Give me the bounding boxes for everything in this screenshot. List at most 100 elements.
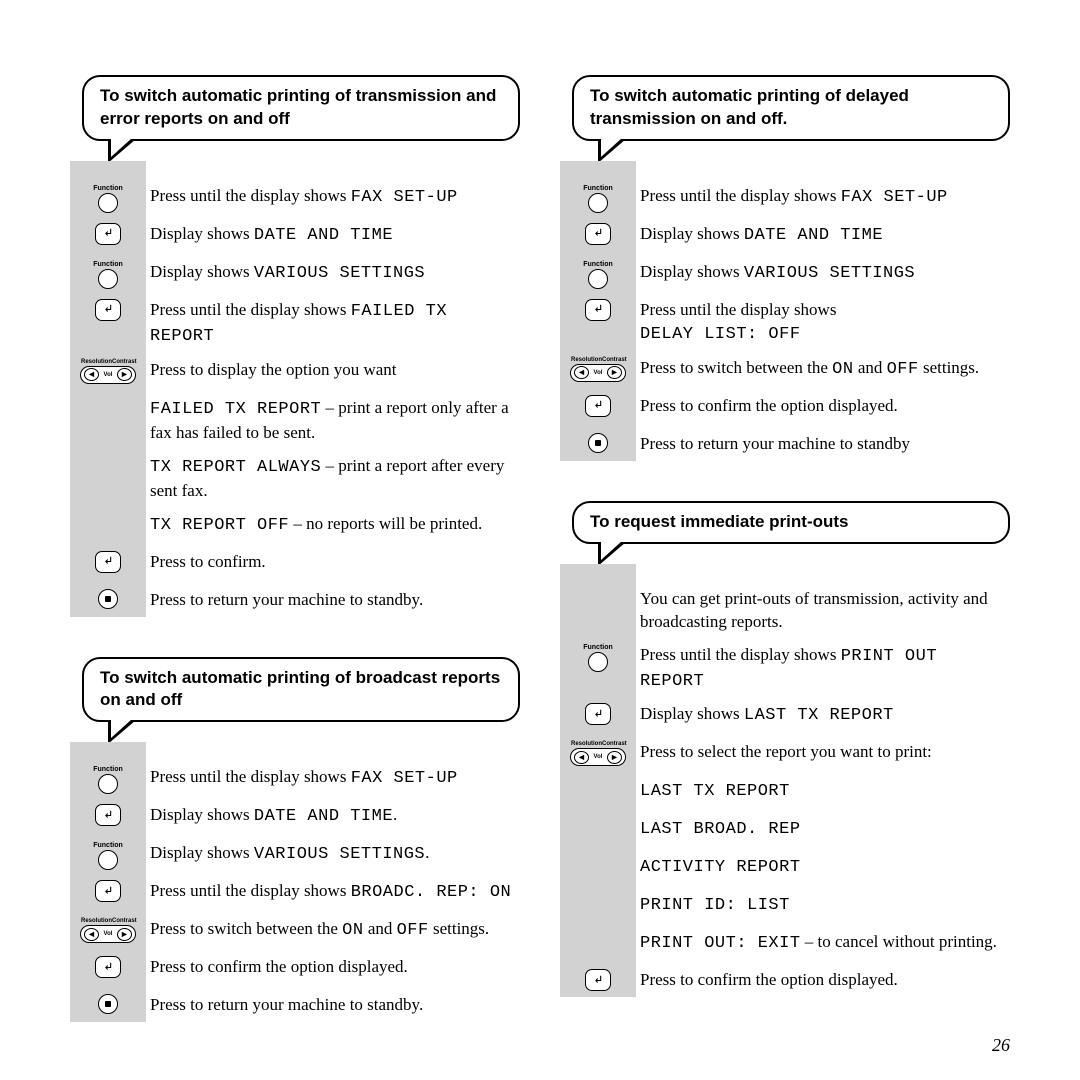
step-text: ACTIVITY REPORT — [628, 855, 1010, 880]
step-icon: Function — [78, 261, 138, 289]
section-callout: To switch automatic printing of transmis… — [70, 75, 520, 141]
function-button-icon: Function — [583, 261, 613, 289]
step-text: You can get print-outs of transmission, … — [628, 588, 1010, 634]
section-title: To switch automatic printing of delayed … — [572, 75, 1010, 141]
step-text: Press until the display shows FAILED TX … — [138, 299, 520, 349]
steps-container: You can get print-outs of transmission, … — [560, 564, 1010, 998]
step-text: Press to return your machine to standby. — [138, 589, 520, 612]
step-text: Display shows DATE AND TIME — [138, 223, 520, 248]
step-icon — [78, 994, 138, 1014]
step-row: ResolutionContrast ◄Vol► Press to switch… — [78, 918, 520, 946]
step-icon — [568, 433, 628, 453]
step-icon — [78, 804, 138, 826]
step-row: Function Display shows VARIOUS SETTINGS — [78, 261, 520, 289]
step-icon — [568, 299, 628, 321]
step-row: ResolutionContrast ◄Vol► Press to displa… — [78, 359, 520, 387]
instruction-section: To switch automatic printing of broadcas… — [70, 657, 520, 1033]
step-text: Display shows DATE AND TIME. — [138, 804, 520, 829]
function-button-icon: Function — [93, 766, 123, 794]
step-text: Display shows DATE AND TIME — [628, 223, 1010, 248]
step-row: Press to return your machine to standby. — [78, 994, 520, 1022]
step-row: LAST BROAD. REP — [568, 817, 1010, 845]
function-button-icon: Function — [93, 842, 123, 870]
step-row: ResolutionContrast ◄Vol► Press to select… — [568, 741, 1010, 769]
step-icon — [568, 703, 628, 725]
step-icon — [78, 956, 138, 978]
function-button-icon: Function — [93, 185, 123, 213]
step-row: FAILED TX REPORT – print a report only a… — [78, 397, 520, 445]
step-icon: ResolutionContrast ◄Vol► — [568, 357, 628, 382]
step-icon — [568, 969, 628, 991]
step-row: PRINT OUT: EXIT – to cancel without prin… — [568, 931, 1010, 959]
step-text: TX REPORT ALWAYS – print a report after … — [138, 455, 520, 503]
enter-button-icon — [585, 395, 611, 417]
step-icon — [78, 223, 138, 245]
step-text: Press to switch between the ON and OFF s… — [628, 357, 1010, 382]
step-text: Press to display the option you want — [138, 359, 520, 382]
step-icon: Function — [568, 644, 628, 672]
step-text: Press until the display shows DELAY LIST… — [628, 299, 1010, 347]
right-column: To switch automatic printing of delayed … — [560, 75, 1010, 1062]
step-row: Display shows DATE AND TIME — [78, 223, 520, 251]
step-text: Press until the display shows FAX SET-UP — [138, 766, 520, 791]
step-text: Press until the display shows FAX SET-UP — [138, 185, 520, 210]
stop-button-icon — [588, 433, 608, 453]
step-row: FunctionPress until the display shows FA… — [568, 185, 1010, 213]
step-text: Display shows VARIOUS SETTINGS — [628, 261, 1010, 286]
step-text: FAILED TX REPORT – print a report only a… — [138, 397, 520, 445]
stop-button-icon — [98, 589, 118, 609]
step-icon: ResolutionContrast ◄Vol► — [78, 359, 138, 384]
step-text: Press to switch between the ON and OFF s… — [138, 918, 520, 943]
step-text: Display shows VARIOUS SETTINGS — [138, 261, 520, 286]
enter-button-icon — [585, 703, 611, 725]
step-row: Press to confirm. — [78, 551, 520, 579]
step-row: Display shows LAST TX REPORT — [568, 703, 1010, 731]
step-icon — [78, 299, 138, 321]
step-icon: Function — [78, 766, 138, 794]
steps-container: Function Press until the display shows FA… — [70, 742, 520, 1022]
step-text: LAST TX REPORT — [628, 779, 1010, 804]
step-text: Press until the display shows FAX SET-UP — [628, 185, 1010, 210]
step-row: Press until the display shows BROADC. RE… — [78, 880, 520, 908]
enter-button-icon — [585, 969, 611, 991]
step-row: ResolutionContrast ◄Vol► Press to switch… — [568, 357, 1010, 385]
step-text: Press to confirm the option displayed. — [138, 956, 520, 979]
section-title: To switch automatic printing of broadcas… — [82, 657, 520, 723]
step-row: Press to return your machine to standby. — [78, 589, 520, 617]
page-columns: To switch automatic printing of transmis… — [70, 75, 1010, 1062]
steps-container: FunctionPress until the display shows FA… — [560, 161, 1010, 461]
step-row: Press until the display shows DELAY LIST… — [568, 299, 1010, 347]
step-text: Press until the display shows PRINT OUT … — [628, 644, 1010, 694]
instruction-section: To switch automatic printing of delayed … — [560, 75, 1010, 471]
step-text: LAST BROAD. REP — [628, 817, 1010, 842]
step-row: TX REPORT OFF – no reports will be print… — [78, 513, 520, 541]
steps-container: Function Press until the display shows FA… — [70, 161, 520, 617]
enter-button-icon — [585, 223, 611, 245]
arrow-buttons-icon: ResolutionContrast ◄Vol► — [80, 359, 136, 384]
step-row: You can get print-outs of transmission, … — [568, 588, 1010, 634]
arrow-buttons-icon: ResolutionContrast ◄Vol► — [80, 918, 136, 943]
arrow-buttons-icon: ResolutionContrast ◄Vol► — [570, 741, 626, 766]
step-row: Function Display shows VARIOUS SETTINGS — [568, 261, 1010, 289]
step-icon: Function — [568, 185, 628, 213]
step-text: Press to return your machine to standby. — [138, 994, 520, 1017]
step-icon: Function — [78, 185, 138, 213]
enter-button-icon — [95, 551, 121, 573]
step-text: PRINT ID: LIST — [628, 893, 1010, 918]
enter-button-icon — [95, 880, 121, 902]
step-row: FunctionDisplay shows VARIOUS SETTINGS. — [78, 842, 520, 870]
step-text: Press to confirm the option displayed. — [628, 969, 1010, 992]
step-row: TX REPORT ALWAYS – print a report after … — [78, 455, 520, 503]
page-number: 26 — [992, 1035, 1010, 1056]
step-row: Press to confirm the option displayed. — [78, 956, 520, 984]
function-button-icon: Function — [93, 261, 123, 289]
enter-button-icon — [95, 299, 121, 321]
enter-button-icon — [585, 299, 611, 321]
step-row: Press to return your machine to standby — [568, 433, 1010, 461]
step-text: Press to return your machine to standby — [628, 433, 1010, 456]
step-row: LAST TX REPORT — [568, 779, 1010, 807]
section-callout: To switch automatic printing of broadcas… — [70, 657, 520, 723]
enter-button-icon — [95, 956, 121, 978]
step-text: Display shows LAST TX REPORT — [628, 703, 1010, 728]
stop-button-icon — [98, 994, 118, 1014]
